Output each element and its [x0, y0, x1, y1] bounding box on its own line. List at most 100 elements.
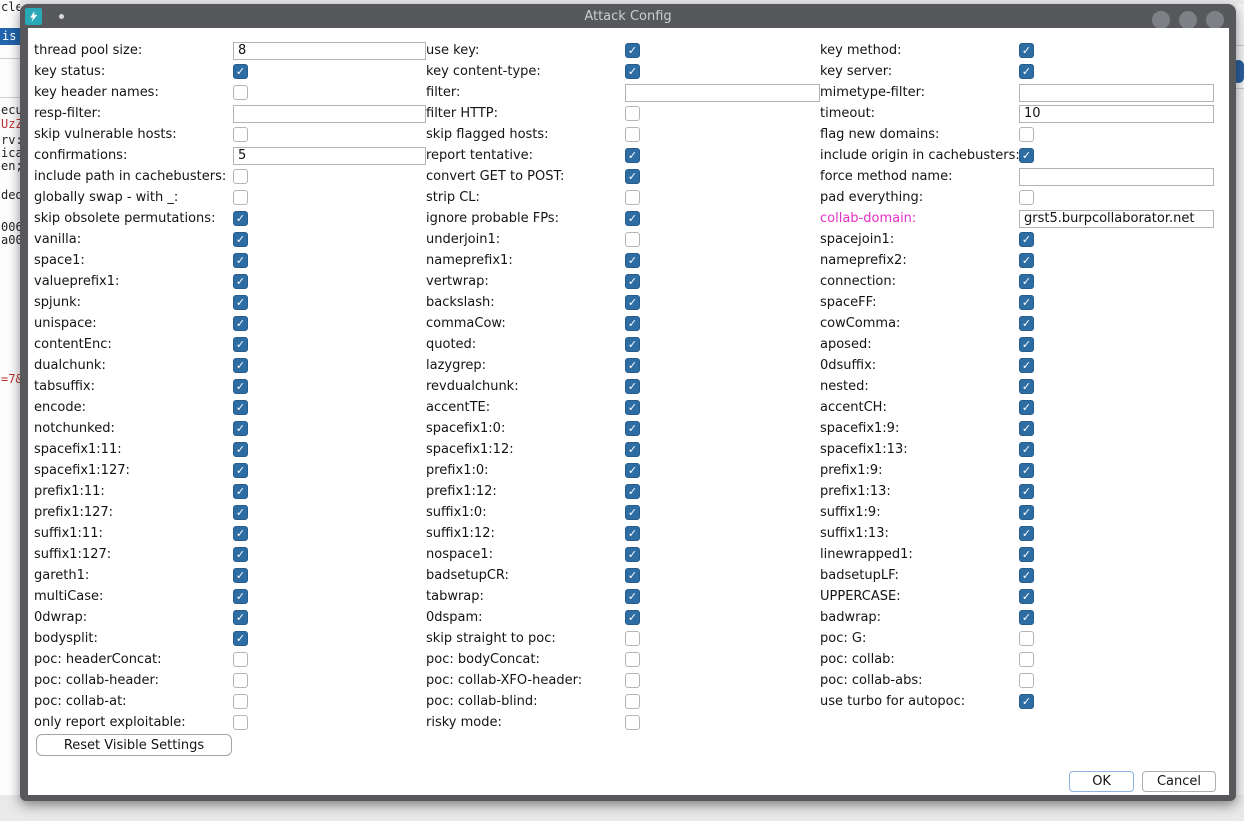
checkbox-spaceff[interactable]: ✓ — [1019, 295, 1034, 310]
checkbox-contentenc[interactable]: ✓ — [233, 337, 248, 352]
checkbox-flag-new-domains[interactable] — [1019, 127, 1034, 142]
text-input-mimetype-filter[interactable] — [1019, 83, 1214, 102]
checkbox-spacefix1-127[interactable]: ✓ — [233, 463, 248, 478]
checkbox-notchunked[interactable]: ✓ — [233, 421, 248, 436]
checkbox-badsetuplf[interactable]: ✓ — [1019, 568, 1034, 583]
checkbox-spacefix1-12[interactable]: ✓ — [625, 442, 640, 457]
checkbox-valueprefix1[interactable]: ✓ — [233, 274, 248, 289]
checkbox-suffix1-13[interactable]: ✓ — [1019, 526, 1034, 541]
checkbox-convert-get-to-post[interactable]: ✓ — [625, 169, 640, 184]
text-input-force-method-name[interactable] — [1019, 167, 1214, 186]
checkbox-encode[interactable]: ✓ — [233, 400, 248, 415]
checkbox-0dspam[interactable]: ✓ — [625, 610, 640, 625]
checkbox-revdualchunk[interactable]: ✓ — [625, 379, 640, 394]
checkbox-bodysplit[interactable]: ✓ — [233, 631, 248, 646]
checkbox-quoted[interactable]: ✓ — [625, 337, 640, 352]
checkbox-include-path-in-cachebusters[interactable] — [233, 169, 248, 184]
checkbox-0dwrap[interactable]: ✓ — [233, 610, 248, 625]
checkbox-ignore-probable-fps[interactable]: ✓ — [625, 211, 640, 226]
window-minimize-button[interactable] — [1152, 11, 1170, 29]
checkbox-spjunk[interactable]: ✓ — [233, 295, 248, 310]
checkbox-strip-cl[interactable] — [625, 190, 640, 205]
checkbox-tabsuffix[interactable]: ✓ — [233, 379, 248, 394]
cancel-button[interactable]: Cancel — [1141, 771, 1216, 792]
checkbox-key-server[interactable]: ✓ — [1019, 64, 1034, 79]
checkbox-prefix1-11[interactable]: ✓ — [233, 484, 248, 499]
checkbox-prefix1-0[interactable]: ✓ — [625, 463, 640, 478]
checkbox-risky-mode[interactable] — [625, 715, 640, 730]
checkbox-skip-vulnerable-hosts[interactable] — [233, 127, 248, 142]
checkbox-nameprefix2[interactable]: ✓ — [1019, 253, 1034, 268]
checkbox-suffix1-9[interactable]: ✓ — [1019, 505, 1034, 520]
checkbox-include-origin-in-cachebusters[interactable]: ✓ — [1019, 148, 1034, 163]
checkbox-poc-collab-blind[interactable] — [625, 694, 640, 709]
checkbox-skip-straight-to-poc[interactable] — [625, 631, 640, 646]
checkbox-gareth1[interactable]: ✓ — [233, 568, 248, 583]
checkbox-poc-collab-xfo-header[interactable] — [625, 673, 640, 688]
checkbox-poc-bodyconcat[interactable] — [625, 652, 640, 667]
checkbox-badwrap[interactable]: ✓ — [1019, 610, 1034, 625]
checkbox-accentch[interactable]: ✓ — [1019, 400, 1034, 415]
checkbox-lazygrep[interactable]: ✓ — [625, 358, 640, 373]
checkbox-poc-collab-abs[interactable] — [1019, 673, 1034, 688]
title-bar[interactable]: Attack Config — [20, 4, 1236, 29]
window-close-button[interactable] — [1206, 11, 1224, 29]
checkbox-0dsuffix[interactable]: ✓ — [1019, 358, 1034, 373]
text-input-filter[interactable] — [625, 83, 820, 102]
checkbox-space1[interactable]: ✓ — [233, 253, 248, 268]
checkbox-spacefix1-9[interactable]: ✓ — [1019, 421, 1034, 436]
checkbox-poc-collab-at[interactable] — [233, 694, 248, 709]
checkbox-poc-collab[interactable] — [1019, 652, 1034, 667]
checkbox-accentte[interactable]: ✓ — [625, 400, 640, 415]
checkbox-report-tentative[interactable]: ✓ — [625, 148, 640, 163]
text-input-resp-filter[interactable] — [233, 104, 426, 123]
checkbox-nospace1[interactable]: ✓ — [625, 547, 640, 562]
checkbox-prefix1-12[interactable]: ✓ — [625, 484, 640, 499]
checkbox-suffix1-127[interactable]: ✓ — [233, 547, 248, 562]
checkbox-dualchunk[interactable]: ✓ — [233, 358, 248, 373]
checkbox-key-method[interactable]: ✓ — [1019, 43, 1034, 58]
checkbox-prefix1-13[interactable]: ✓ — [1019, 484, 1034, 499]
checkbox-spacejoin1[interactable]: ✓ — [1019, 232, 1034, 247]
text-input-confirmations[interactable] — [233, 146, 426, 165]
checkbox-pad-everything[interactable] — [1019, 190, 1034, 205]
window-maximize-button[interactable] — [1179, 11, 1197, 29]
checkbox-multicase[interactable]: ✓ — [233, 589, 248, 604]
checkbox-filter-http[interactable] — [625, 106, 640, 121]
checkbox-spacefix1-0[interactable]: ✓ — [625, 421, 640, 436]
checkbox-key-content-type[interactable]: ✓ — [625, 64, 640, 79]
checkbox-spacefix1-13[interactable]: ✓ — [1019, 442, 1034, 457]
text-input-timeout[interactable] — [1019, 104, 1214, 123]
text-input-thread-pool-size[interactable] — [233, 41, 426, 60]
checkbox-commacow[interactable]: ✓ — [625, 316, 640, 331]
checkbox-spacefix1-11[interactable]: ✓ — [233, 442, 248, 457]
checkbox-use-turbo-for-autopoc[interactable]: ✓ — [1019, 694, 1034, 709]
ok-button[interactable]: OK — [1069, 771, 1134, 792]
checkbox-key-status[interactable]: ✓ — [233, 64, 248, 79]
checkbox-poc-g[interactable] — [1019, 631, 1034, 646]
checkbox-poc-collab-header[interactable] — [233, 673, 248, 688]
checkbox-underjoin1[interactable] — [625, 232, 640, 247]
checkbox-key-header-names[interactable] — [233, 85, 248, 100]
checkbox-uppercase[interactable]: ✓ — [1019, 589, 1034, 604]
checkbox-cowcomma[interactable]: ✓ — [1019, 316, 1034, 331]
reset-visible-settings-button[interactable]: Reset Visible Settings — [36, 734, 232, 756]
checkbox-suffix1-0[interactable]: ✓ — [625, 505, 640, 520]
checkbox-use-key[interactable]: ✓ — [625, 43, 640, 58]
checkbox-suffix1-12[interactable]: ✓ — [625, 526, 640, 541]
checkbox-vanilla[interactable]: ✓ — [233, 232, 248, 247]
checkbox-suffix1-11[interactable]: ✓ — [233, 526, 248, 541]
checkbox-globally-swap-with[interactable] — [233, 190, 248, 205]
checkbox-poc-headerconcat[interactable] — [233, 652, 248, 667]
checkbox-skip-obsolete-permutations[interactable]: ✓ — [233, 211, 248, 226]
checkbox-tabwrap[interactable]: ✓ — [625, 589, 640, 604]
checkbox-vertwrap[interactable]: ✓ — [625, 274, 640, 289]
checkbox-nameprefix1[interactable]: ✓ — [625, 253, 640, 268]
checkbox-badsetupcr[interactable]: ✓ — [625, 568, 640, 583]
checkbox-connection[interactable]: ✓ — [1019, 274, 1034, 289]
checkbox-skip-flagged-hosts[interactable] — [625, 127, 640, 142]
checkbox-prefix1-9[interactable]: ✓ — [1019, 463, 1034, 478]
text-input-collab-domain[interactable] — [1019, 209, 1214, 228]
checkbox-unispace[interactable]: ✓ — [233, 316, 248, 331]
checkbox-nested[interactable]: ✓ — [1019, 379, 1034, 394]
